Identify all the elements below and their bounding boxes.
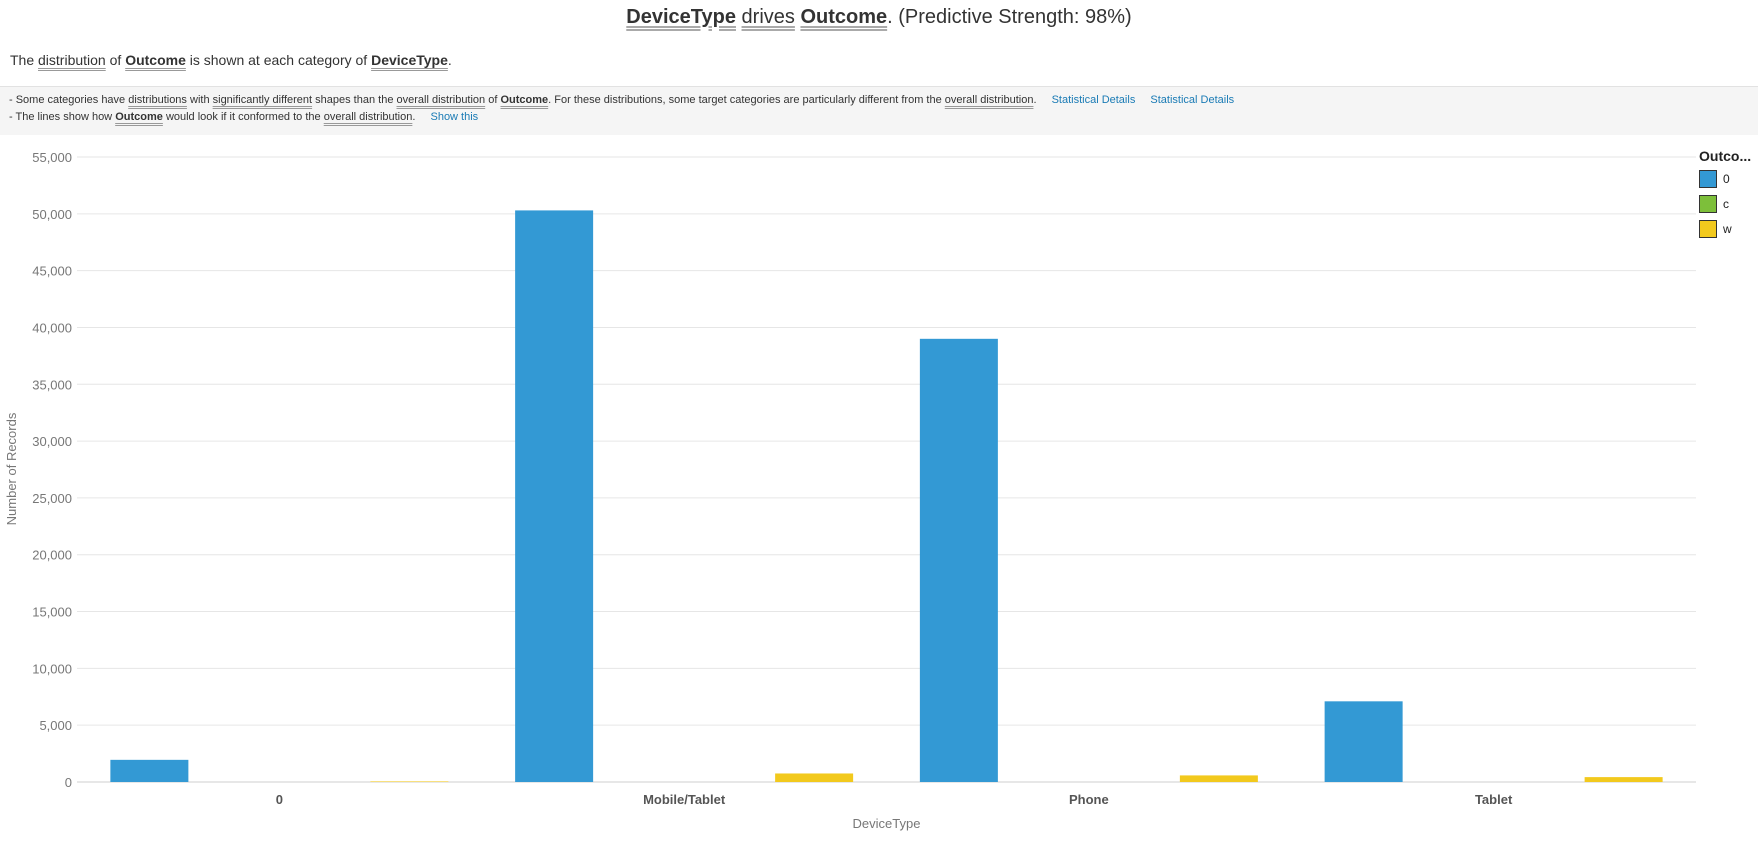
x-axis-title: DeviceType — [853, 816, 921, 831]
legend-item-c[interactable]: c — [1699, 194, 1758, 214]
y-tick-label: 55,000 — [32, 150, 72, 165]
subtitle-link-distribution[interactable]: distribution — [38, 52, 106, 68]
title-field-outcome[interactable]: Outcome — [800, 6, 888, 28]
y-tick-label: 25,000 — [32, 491, 72, 506]
subtitle-field-outcome[interactable]: Outcome — [125, 52, 186, 68]
legend-title: Outco... — [1699, 148, 1752, 164]
note-text: of — [488, 94, 498, 106]
y-tick-label: 40,000 — [32, 320, 72, 335]
note-link-overall-distribution[interactable]: overall distribution — [396, 94, 486, 106]
note-text: . — [1033, 94, 1037, 106]
note-text: shapes than the — [315, 94, 394, 106]
y-axis-title: Number of Records — [4, 412, 19, 525]
insight-note-1: - Some categories have distributions wit… — [9, 94, 1234, 106]
subtitle-text: . — [447, 52, 452, 68]
chart-title: DeviceType drives Outcome. (Predictive S… — [0, 6, 1758, 29]
bar-w-tablet — [1584, 777, 1663, 782]
note-link-significantly-different[interactable]: significantly different — [212, 94, 313, 106]
legend-item-w[interactable]: w — [1699, 219, 1758, 239]
y-tick-label: 35,000 — [32, 377, 72, 392]
statistical-details-link[interactable]: Statistical Details — [1051, 94, 1136, 106]
subtitle-text: is shown at each category of — [189, 52, 368, 68]
note-text: with — [190, 94, 210, 106]
note-field-outcome[interactable]: Outcome — [115, 111, 163, 123]
show-this-link[interactable]: Show this — [430, 111, 479, 123]
legend-label: c — [1723, 197, 1729, 211]
note-link-distributions[interactable]: distributions — [128, 94, 187, 106]
bar-w-mobile-tablet — [775, 773, 854, 782]
title-suffix: . (Predictive Strength: 98%) — [887, 6, 1132, 28]
bar-w-0 — [370, 781, 449, 782]
note-text: - Some categories have — [9, 94, 126, 106]
y-tick-label: 50,000 — [32, 207, 72, 222]
statistical-details-link[interactable]: Statistical Details — [1150, 94, 1235, 106]
note-text: - The lines show how — [9, 111, 113, 123]
bar-0-mobile-tablet — [515, 210, 594, 783]
subtitle-text: The — [10, 52, 35, 68]
legend-label: w — [1723, 222, 1732, 236]
x-category-label: Mobile/Tablet — [643, 792, 726, 807]
note-text: would look if it conformed to the — [165, 111, 321, 123]
y-tick-label: 0 — [65, 775, 72, 790]
legend-item-0[interactable]: 0 — [1699, 169, 1758, 189]
bar-0-0 — [110, 759, 189, 782]
x-category-label: Phone — [1069, 792, 1109, 807]
y-tick-label: 10,000 — [32, 661, 72, 676]
bar-chart: 0 5,000 10,000 15,000 20,000 25,000 30,000 35,0… — [4, 150, 1696, 831]
title-field-devicetype[interactable]: DeviceType — [626, 6, 736, 28]
subtitle-text: of — [109, 52, 122, 68]
y-tick-label: 5,000 — [39, 718, 72, 733]
y-tick-label: 20,000 — [32, 548, 72, 563]
x-category-label: 0 — [276, 792, 283, 807]
note-link-overall-distribution[interactable]: overall distribution — [323, 111, 413, 123]
title-verb-drives[interactable]: drives — [741, 6, 795, 28]
note-link-overall-distribution[interactable]: overall distribution — [944, 94, 1034, 106]
legend-swatch — [1699, 170, 1717, 188]
y-tick-label: 45,000 — [32, 264, 72, 279]
bar-0-tablet — [1324, 701, 1403, 782]
insight-notes-panel: - Some categories have distributions wit… — [0, 86, 1758, 135]
note-field-outcome[interactable]: Outcome — [500, 94, 549, 106]
insight-note-2: - The lines show how Outcome would look … — [9, 111, 478, 123]
subtitle-field-devicetype[interactable]: DeviceType — [371, 52, 448, 68]
y-tick-label: 15,000 — [32, 605, 72, 620]
legend-label: 0 — [1723, 172, 1730, 186]
legend-swatch — [1699, 195, 1717, 213]
chart-subtitle: The distribution of Outcome is shown at … — [10, 52, 452, 68]
note-text: . For these distributions, some target c… — [548, 94, 942, 106]
x-category-label: Tablet — [1475, 792, 1513, 807]
legend-swatch — [1699, 220, 1717, 238]
note-text: . — [412, 111, 416, 123]
y-tick-label: 30,000 — [32, 434, 72, 449]
bar-0-phone — [919, 338, 998, 782]
bar-w-phone — [1179, 775, 1258, 782]
